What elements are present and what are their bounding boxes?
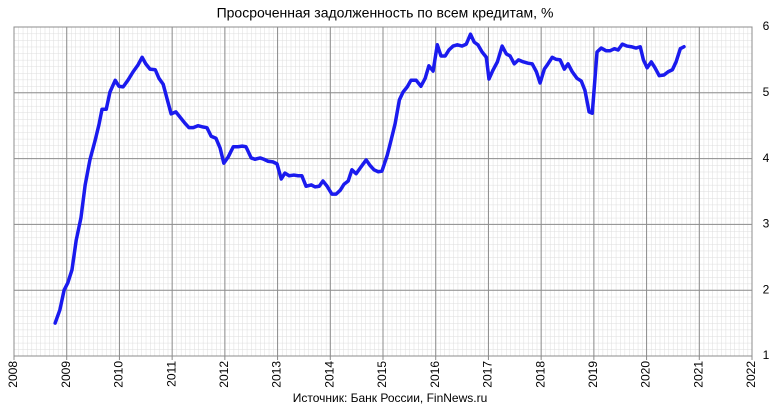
- source: Источник: Банк России, FinNews.ru: [293, 391, 488, 405]
- chart-title: Просроченная задолженность по всем креди…: [217, 5, 554, 21]
- y-tick-label: 3: [763, 217, 770, 231]
- x-tick-label: 2012: [217, 361, 231, 388]
- x-tick-label: 2021: [691, 361, 705, 388]
- y-tick-label: 1: [763, 348, 770, 362]
- x-tick-label: 2014: [322, 361, 336, 388]
- x-tick-label: 2018: [533, 361, 547, 388]
- x-tick-label: 2013: [270, 361, 284, 388]
- x-tick-label: 2019: [586, 361, 600, 388]
- y-tick-label: 4: [763, 151, 770, 165]
- data-line: [53, 32, 686, 325]
- x-tick-label: 2017: [481, 361, 495, 388]
- y-tick-label: 2: [763, 282, 770, 296]
- y-tick-label: 5: [763, 85, 770, 99]
- x-tick-label: 2009: [59, 361, 73, 388]
- y-tick-label: 6: [763, 19, 770, 33]
- x-tick-label: 2016: [428, 361, 442, 388]
- x-tick-label: 2020: [639, 361, 653, 388]
- x-tick-label: 2010: [112, 361, 126, 388]
- x-tick-label: 2011: [164, 361, 178, 387]
- x-tick-label: 2015: [375, 361, 389, 388]
- x-tick-label: 2022: [744, 361, 758, 388]
- x-tick-label: 2008: [6, 361, 20, 388]
